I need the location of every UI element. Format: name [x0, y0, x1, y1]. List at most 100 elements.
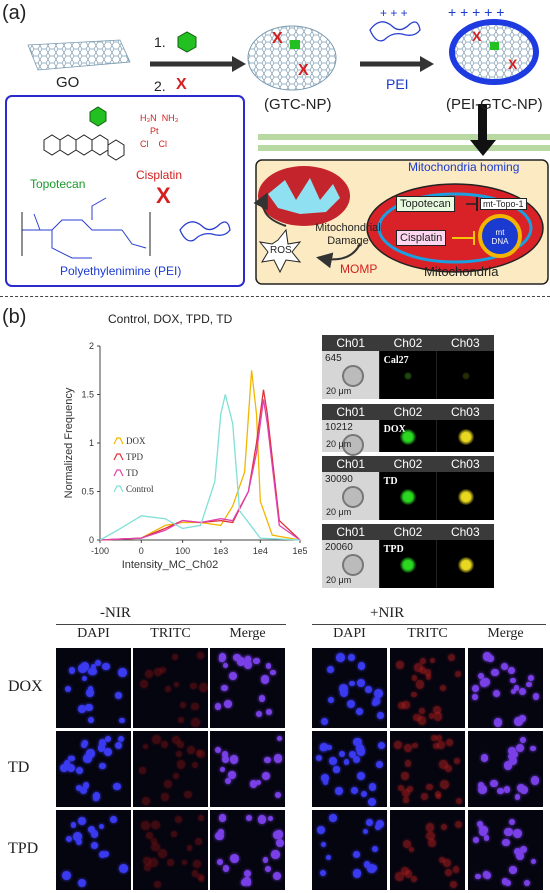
nucleus-dot — [519, 714, 527, 722]
nucleus-dot — [439, 760, 448, 769]
nucleus-dot — [371, 701, 377, 707]
nucleus-dot — [328, 814, 337, 823]
nucleus-dot — [444, 869, 452, 877]
nucleus-dot — [260, 674, 270, 684]
nucleus-dot — [66, 764, 75, 773]
nucleus-dot — [148, 857, 158, 867]
nucleus-dot — [527, 675, 534, 682]
nucleus-dot — [524, 879, 531, 886]
nucleus-dot — [83, 754, 93, 763]
micrograph — [312, 810, 387, 890]
nucleus-dot — [222, 865, 230, 872]
x-tick-label: 1e5 — [292, 546, 307, 556]
nucleus-dot — [218, 829, 225, 835]
nucleus-dot — [115, 692, 122, 699]
nucleus-dot — [102, 662, 110, 670]
nucleus-dot — [351, 787, 359, 795]
nucleus-dot — [482, 652, 491, 661]
nucleus-dot — [82, 675, 88, 682]
nucleus-dot — [401, 789, 410, 798]
nucleus-dot — [253, 657, 260, 665]
channel-image-3 — [436, 351, 494, 399]
nucleus-dot — [221, 751, 229, 759]
nucleus-dot — [113, 783, 121, 791]
cell-brightfield — [342, 554, 364, 576]
pei-label: PEI — [386, 76, 409, 92]
sample-tag: TD — [383, 476, 398, 487]
nucleus-dot — [66, 835, 73, 842]
nucleus-dot — [419, 667, 427, 674]
event-number: 10212 — [325, 422, 353, 433]
nucleus-dot — [426, 674, 432, 680]
nucleus-dot — [98, 762, 106, 770]
nucleus-dot — [98, 739, 107, 747]
pei-legend-label: Polyethylenimine (PEI) — [60, 264, 182, 278]
nucleus-dot — [90, 841, 98, 849]
nucleus-dot — [152, 735, 161, 745]
nucleus-dot — [357, 771, 366, 780]
column-header: DAPI — [333, 626, 366, 641]
nucleus-dot — [255, 780, 261, 786]
nucleus-dot — [264, 756, 271, 764]
nucleus-dot — [429, 657, 436, 664]
nucleus-dot — [339, 688, 349, 698]
nucleus-dot — [343, 759, 350, 765]
step-2-label: 2. — [154, 78, 166, 94]
nucleus-dot — [64, 760, 71, 767]
channel-label: Ch03 — [450, 457, 480, 471]
nucleus-dot — [184, 790, 192, 799]
channel-image-3 — [436, 540, 494, 588]
nucleus-dot — [454, 670, 462, 678]
nucleus-dot — [349, 750, 357, 758]
micrograph — [390, 731, 465, 807]
nucleus-dot — [411, 875, 417, 882]
micrograph — [390, 810, 465, 890]
nucleus-dot — [62, 870, 71, 880]
nucleus-dot — [418, 716, 427, 725]
yellow-fluorescence — [457, 556, 474, 573]
nucleus-dot — [376, 820, 385, 829]
nucleus-dot — [197, 652, 204, 659]
nucleus-dot — [272, 871, 282, 881]
nucleus-dot — [191, 702, 199, 711]
nucleus-dot — [173, 681, 180, 688]
nucleus-dot — [530, 859, 536, 865]
nucleus-dot — [402, 701, 410, 709]
nucleus-dot — [194, 837, 202, 845]
charge-plus-pei: + + + — [380, 6, 408, 20]
nucleus-dot — [151, 837, 157, 844]
nucleus-dot — [476, 821, 483, 828]
nucleus-dot — [436, 735, 442, 741]
mt-dna-ring — [478, 214, 522, 258]
nucleus-dot — [257, 815, 267, 824]
green-fluorescence — [400, 428, 416, 445]
nucleus-dot — [151, 820, 160, 830]
nucleus-dot — [87, 826, 95, 833]
nucleus-dot — [418, 708, 425, 715]
nucleus-dot — [79, 787, 87, 795]
y-axis-label: Normalized Frequency — [63, 387, 75, 498]
micrograph — [468, 810, 543, 890]
series-line-td — [99, 399, 301, 541]
nucleus-dot — [264, 866, 271, 873]
nucleus-dot — [490, 780, 498, 788]
nucleus-dot — [99, 823, 105, 829]
topotecan-label: Topotecan — [30, 177, 86, 191]
cell-brightfield — [342, 365, 364, 387]
micrograph — [56, 731, 131, 807]
nucleus-dot — [317, 825, 326, 834]
nucleus-dot — [405, 760, 412, 767]
row-label: TD — [8, 759, 30, 776]
nucleus-dot — [326, 665, 334, 673]
nucleus-dot — [433, 705, 441, 714]
legend-label: Control — [126, 484, 154, 494]
nucleus-dot — [436, 741, 445, 750]
nucleus-dot — [171, 830, 177, 837]
nucleus-dot — [225, 778, 232, 785]
nucleus-dot — [440, 685, 447, 692]
go-sheet — [27, 39, 131, 71]
ros-label: ROS — [270, 245, 292, 256]
nucleus-dot — [266, 663, 272, 669]
nucleus-dot — [222, 663, 228, 669]
nucleus-dot — [198, 876, 205, 882]
